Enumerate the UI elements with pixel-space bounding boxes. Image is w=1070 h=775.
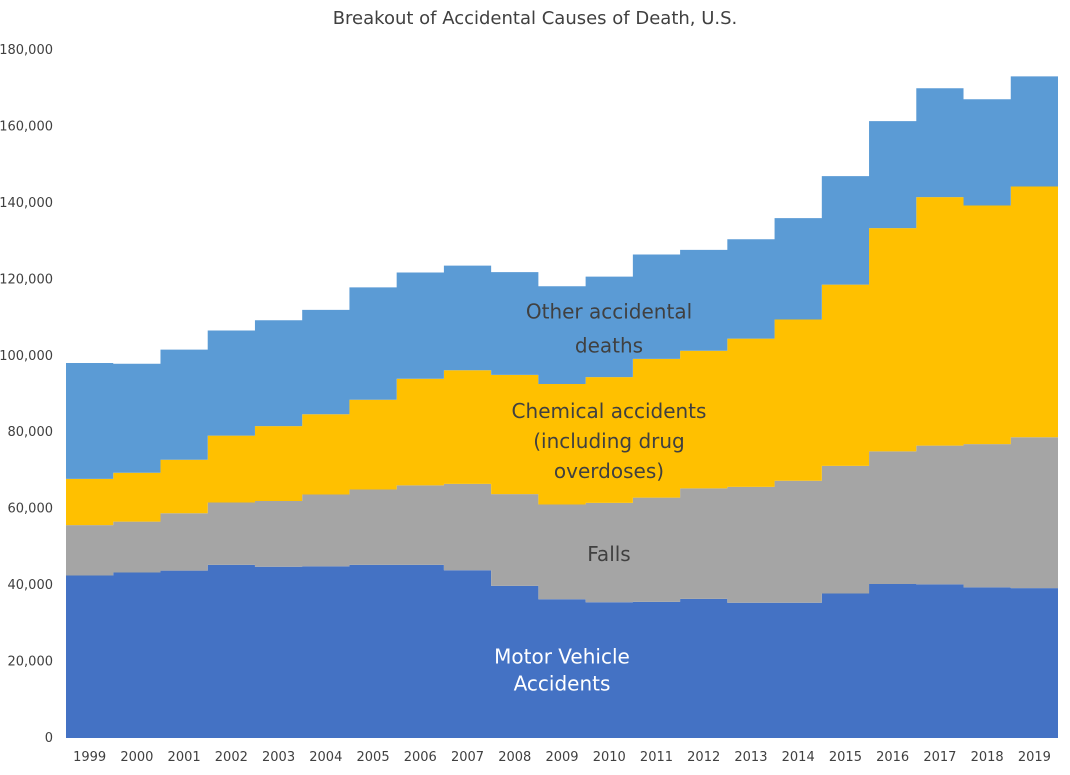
x-tick-label: 2017 bbox=[923, 750, 956, 765]
area-band-chemical bbox=[66, 186, 1058, 526]
band-label-falls: Falls bbox=[587, 542, 630, 566]
x-tick-label: 2003 bbox=[262, 750, 295, 765]
y-tick-label: 20,000 bbox=[8, 655, 54, 670]
y-tick-label: 80,000 bbox=[8, 425, 54, 440]
x-tick-label: 2001 bbox=[168, 750, 201, 765]
band-label-line: (including drug bbox=[533, 429, 685, 453]
x-tick-label: 2013 bbox=[734, 750, 767, 765]
band-label-line: Other accidental bbox=[526, 299, 692, 323]
x-tick-label: 2018 bbox=[971, 750, 1004, 765]
band-label-chemical: Chemical accidents (including drug overdos… bbox=[512, 399, 707, 483]
band-label-line: Motor Vehicle bbox=[494, 645, 630, 669]
x-tick-label: 2014 bbox=[782, 750, 815, 765]
y-tick-label: 40,000 bbox=[8, 578, 54, 593]
y-tick-label: 120,000 bbox=[0, 272, 53, 287]
x-tick-label: 2000 bbox=[120, 750, 153, 765]
x-tick-label: 2011 bbox=[640, 750, 673, 765]
y-tick-label: 0 bbox=[45, 731, 53, 746]
y-tick-label: 100,000 bbox=[0, 349, 53, 364]
x-tick-label: 2019 bbox=[1018, 750, 1051, 765]
x-tick-label: 2006 bbox=[404, 750, 437, 765]
band-label-line: overdoses) bbox=[554, 459, 664, 483]
x-tick-label: 2016 bbox=[876, 750, 909, 765]
y-tick-label: 160,000 bbox=[0, 119, 53, 134]
area-band-falls bbox=[66, 437, 1058, 603]
area-bands bbox=[66, 76, 1058, 738]
band-label-line: deaths bbox=[575, 333, 643, 357]
x-tick-label: 1999 bbox=[73, 750, 106, 765]
x-tick-label: 2004 bbox=[309, 750, 342, 765]
x-tick-label: 2007 bbox=[451, 750, 484, 765]
band-label-line: Chemical accidents bbox=[512, 399, 707, 423]
x-axis: 1999 2000 2001 2002 2003 2004 2005 2006 2007 2008… bbox=[73, 750, 1051, 765]
x-tick-label: 2002 bbox=[215, 750, 248, 765]
y-tick-label: 60,000 bbox=[8, 502, 54, 517]
band-label-line: Accidents bbox=[514, 672, 611, 696]
y-tick-label: 180,000 bbox=[0, 43, 53, 58]
x-tick-label: 2008 bbox=[498, 750, 531, 765]
y-axis: 0 20,000 40,000 60,000 80,000 100,000 120,000 1… bbox=[0, 43, 53, 746]
area-band-motor bbox=[66, 564, 1058, 738]
band-label-line: Falls bbox=[587, 542, 630, 566]
x-tick-label: 2012 bbox=[687, 750, 720, 765]
chart-title: Breakout of Accidental Causes of Death, … bbox=[333, 8, 738, 29]
x-tick-label: 2010 bbox=[593, 750, 626, 765]
x-tick-label: 2009 bbox=[545, 750, 578, 765]
x-tick-label: 2015 bbox=[829, 750, 862, 765]
area-band-other bbox=[66, 76, 1058, 479]
band-labels: Motor Vehicle Accidents Falls Chemical acci… bbox=[494, 299, 706, 695]
y-tick-label: 140,000 bbox=[0, 196, 53, 211]
band-label-motor: Motor Vehicle Accidents bbox=[494, 645, 630, 696]
x-tick-label: 2005 bbox=[357, 750, 390, 765]
band-label-other: Other accidental deaths bbox=[526, 299, 692, 357]
